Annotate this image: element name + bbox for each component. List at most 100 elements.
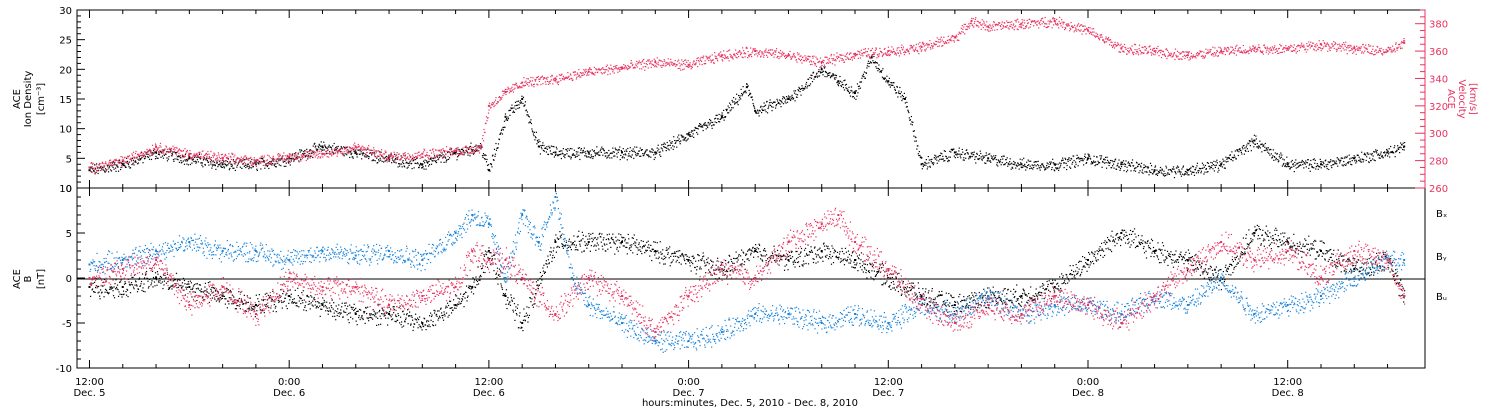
- density-series-point: [336, 147, 338, 150]
- density-series-point: [947, 159, 949, 161]
- velocity-series-point: [898, 47, 900, 49]
- density-series-point: [948, 160, 950, 162]
- velocity-series-point: [500, 98, 503, 100]
- density-series-point: [850, 89, 852, 92]
- density-series-point: [706, 124, 708, 126]
- density-series-point: [766, 100, 768, 103]
- velocity-series-point: [347, 149, 349, 151]
- velocity-series-point: [180, 150, 183, 152]
- density-series-point: [104, 171, 106, 173]
- velocity-series-point: [935, 43, 937, 45]
- density-series-point: [536, 143, 538, 145]
- density-series-point: [255, 161, 257, 163]
- density-series-point: [589, 150, 591, 152]
- velocity-series-point: [237, 163, 239, 165]
- velocity-series-point: [1041, 23, 1043, 25]
- density-series-point: [1196, 162, 1199, 164]
- velocity-series-point: [118, 159, 121, 161]
- velocity-series-point: [209, 157, 211, 159]
- velocity-series-point: [453, 150, 455, 152]
- density-series-point: [669, 140, 671, 142]
- density-series-point: [790, 96, 792, 98]
- velocity-series-point: [504, 90, 506, 92]
- velocity-series-point: [297, 152, 299, 154]
- density-series-point: [848, 86, 850, 88]
- density-series-point: [732, 101, 734, 103]
- density-series-point: [386, 155, 388, 158]
- density-series-point: [639, 147, 641, 149]
- velocity-series-point: [980, 24, 982, 26]
- density-series-point: [1204, 171, 1206, 173]
- velocity-series-point: [789, 56, 792, 58]
- density-series-point: [757, 112, 760, 114]
- velocity-series-point: [509, 89, 511, 91]
- density-series-point: [997, 159, 999, 161]
- velocity-series-point: [328, 156, 330, 158]
- density-series-point: [159, 151, 162, 153]
- velocity-series-point: [394, 159, 396, 161]
- density-series-point: [1206, 171, 1208, 173]
- velocity-series-point: [922, 41, 924, 43]
- density-series-point: [696, 127, 698, 130]
- velocity-series-point: [844, 55, 847, 57]
- legend-by: Bᵧ: [1436, 252, 1447, 263]
- density-series-point: [806, 87, 808, 89]
- density-series-point: [262, 158, 264, 160]
- density-series-point: [1324, 166, 1326, 168]
- x-tick-time-label: 0:00: [1077, 377, 1099, 388]
- density-series-point: [718, 120, 720, 123]
- velocity-series-point: [364, 147, 366, 149]
- velocity-series-point: [425, 154, 427, 157]
- velocity-series-point: [897, 52, 899, 55]
- velocity-series-point: [557, 83, 559, 86]
- x-tick-date-label: Dec. 7: [872, 388, 904, 399]
- density-series-point: [1253, 134, 1255, 136]
- velocity-series-point: [891, 52, 893, 54]
- velocity-series-point: [510, 90, 513, 92]
- density-series-point: [637, 154, 639, 156]
- density-series-point: [1338, 158, 1340, 160]
- velocity-series-point: [739, 50, 741, 52]
- velocity-series-point: [319, 157, 321, 159]
- field-tick-label: 10: [59, 184, 72, 195]
- density-series-point: [1066, 168, 1068, 171]
- velocity-series-point: [960, 27, 962, 29]
- velocity-series-point: [493, 106, 495, 108]
- density-series-point: [933, 162, 935, 164]
- density-series-point: [1155, 173, 1158, 175]
- velocity-series-point: [793, 55, 796, 57]
- velocity-series-point: [825, 62, 828, 64]
- velocity-series-point: [575, 78, 577, 80]
- density-series-point: [1355, 159, 1357, 161]
- density-series-point: [292, 153, 294, 155]
- density-series-point: [732, 107, 734, 109]
- velocity-series-point: [982, 26, 984, 29]
- velocity-series-point: [126, 162, 128, 164]
- velocity-series-point: [736, 57, 738, 59]
- velocity-series-point: [341, 151, 343, 153]
- velocity-series-point: [350, 147, 352, 149]
- density-series-point: [552, 145, 554, 148]
- velocity-series-point: [325, 151, 327, 153]
- density-series-point: [1154, 166, 1156, 168]
- velocity-series-point: [281, 156, 283, 158]
- density-series-point: [1383, 152, 1385, 154]
- density-series-point: [872, 60, 874, 62]
- density-series-point: [1197, 172, 1200, 174]
- density-series-point: [461, 149, 464, 151]
- density-series-point: [408, 164, 410, 167]
- density-series-point: [1190, 173, 1193, 175]
- density-series-point: [277, 158, 279, 160]
- density-series-point: [780, 100, 783, 102]
- velocity-series-point: [444, 150, 446, 152]
- density-series-point: [226, 161, 228, 163]
- velocity-series-point: [765, 54, 768, 56]
- density-series-point: [421, 164, 423, 166]
- density-series-point: [595, 152, 597, 154]
- density-series-point: [951, 148, 953, 150]
- density-series-point: [1100, 155, 1103, 157]
- velocity-series-point: [1049, 19, 1051, 21]
- x-tick-date-label: Dec. 6: [473, 388, 505, 399]
- density-series-point: [1264, 146, 1266, 148]
- velocity-series-point: [961, 24, 963, 27]
